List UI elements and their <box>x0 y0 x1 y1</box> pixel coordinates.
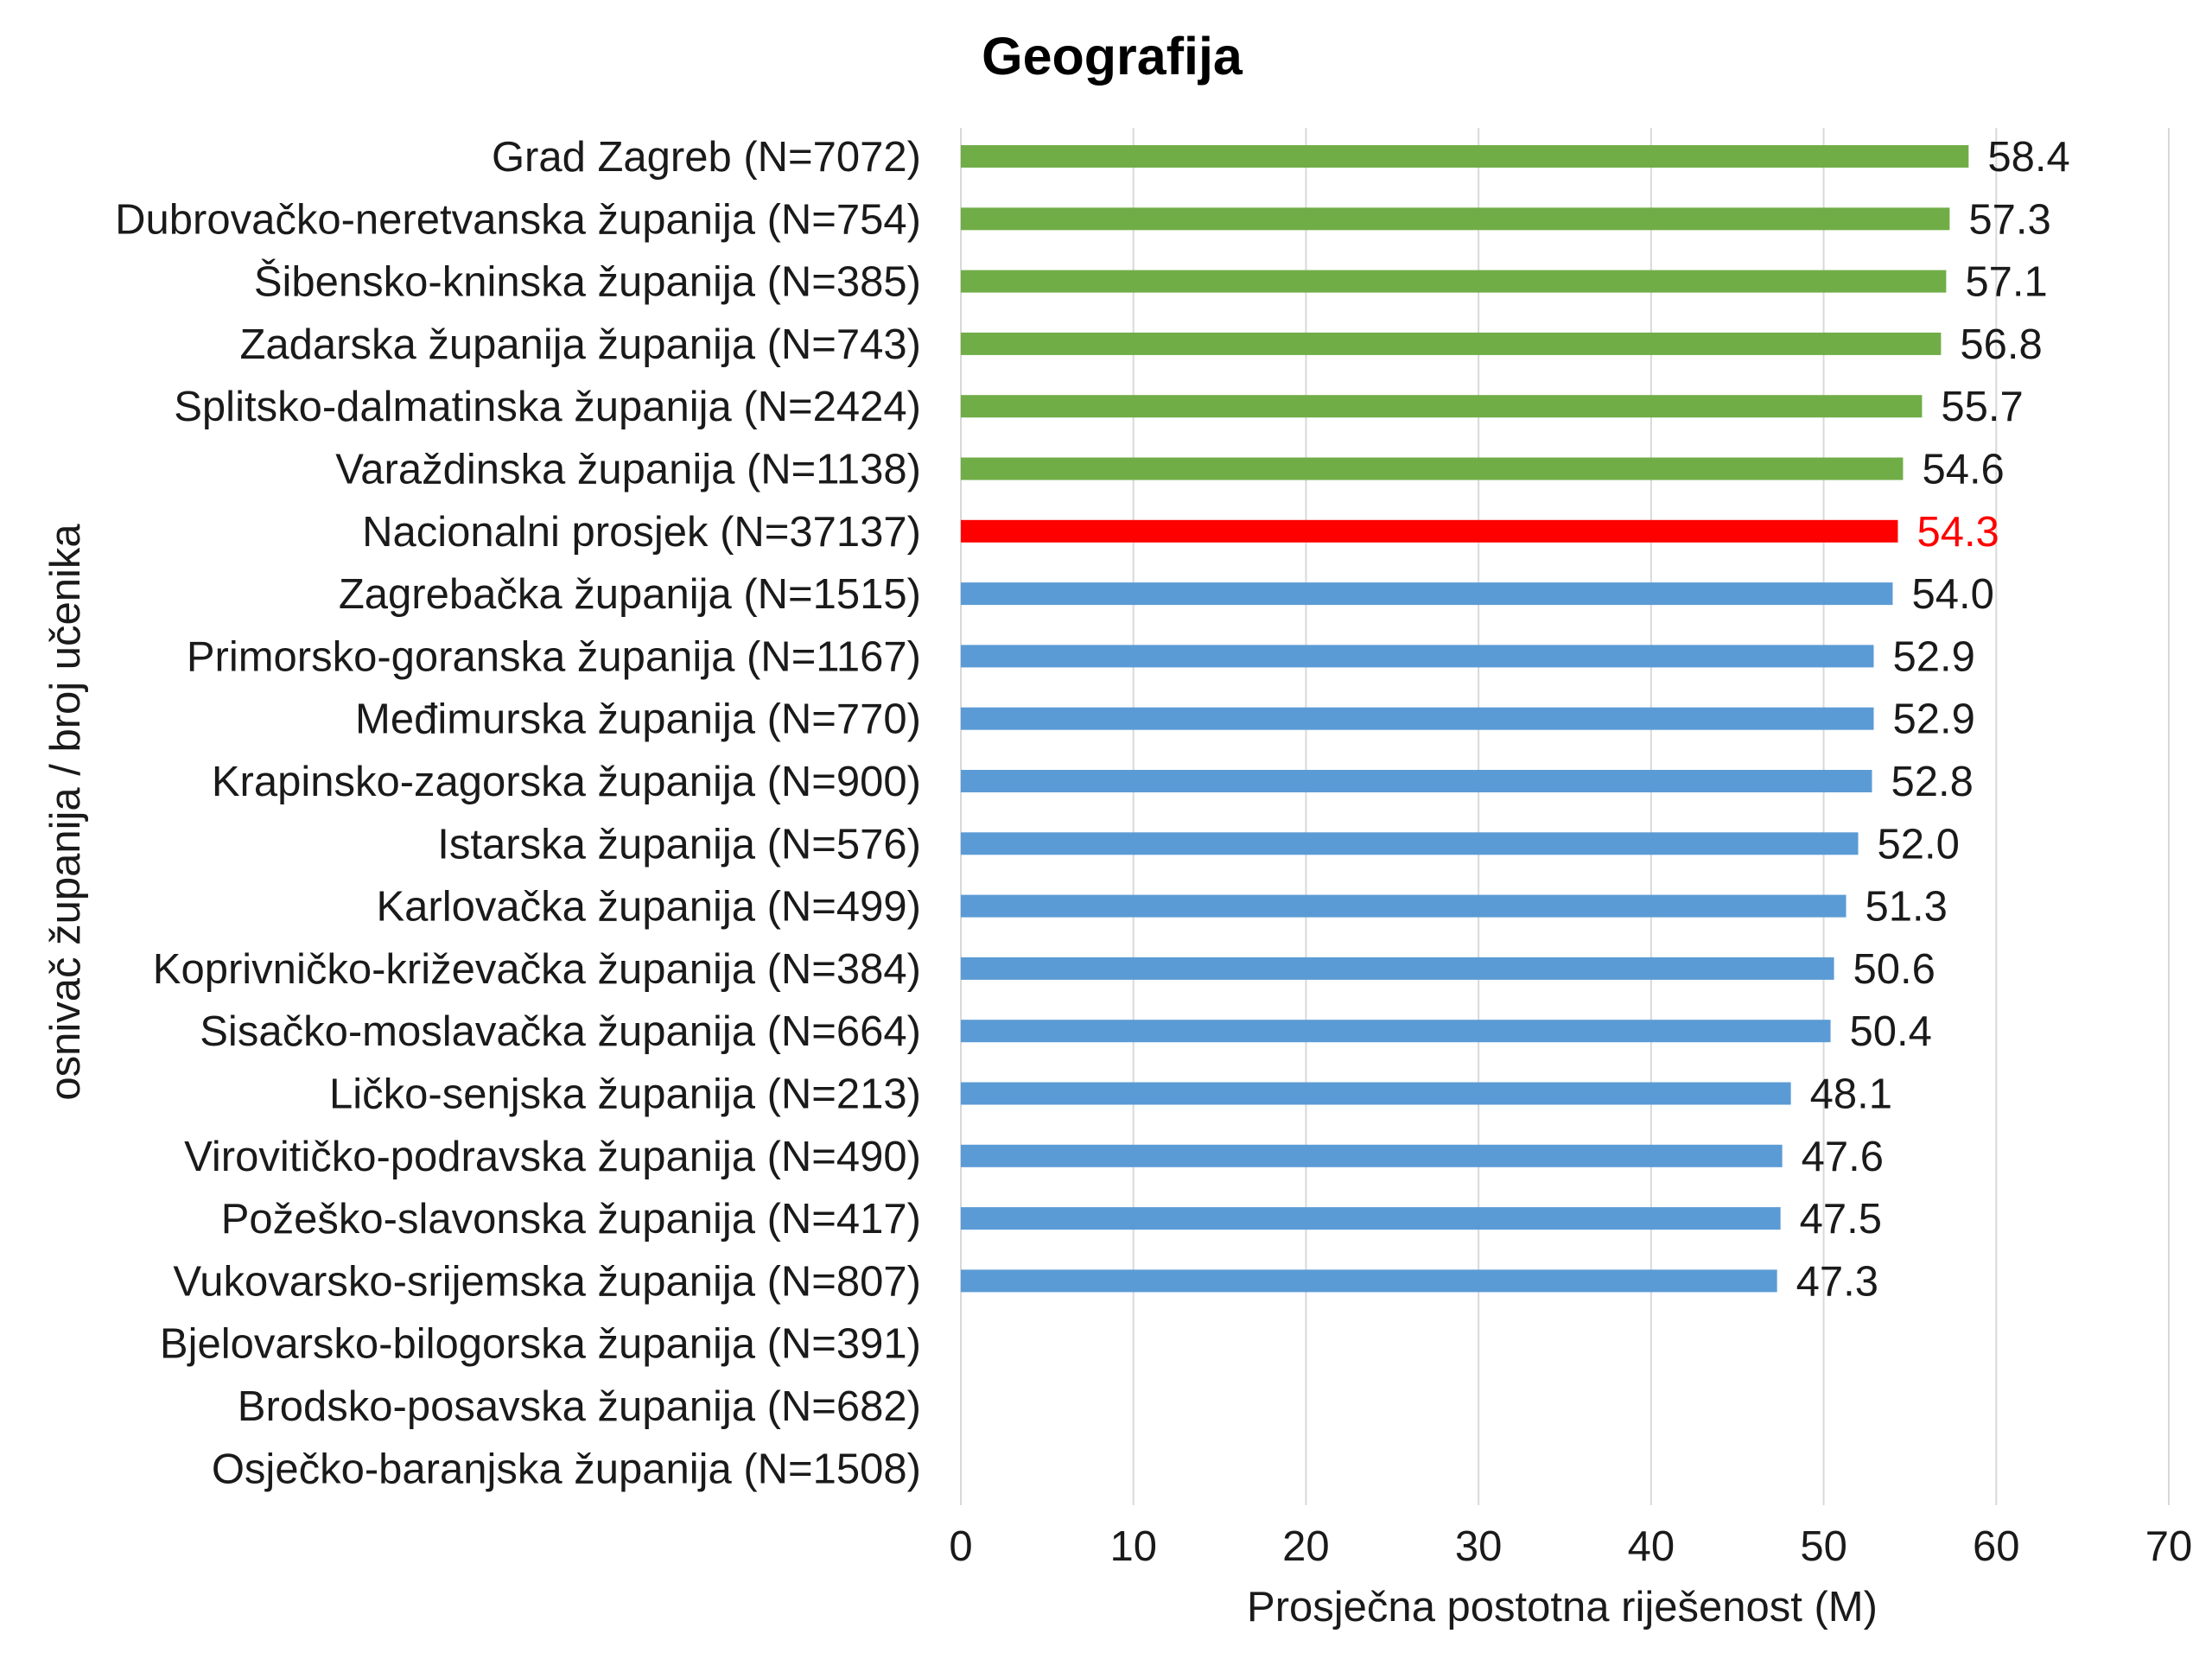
category-label: Primorsko-goranska županija (N=1167) <box>187 633 921 680</box>
category-label: Istarska županija (N=576) <box>437 821 921 868</box>
x-tick-label: 30 <box>1455 1523 1503 1570</box>
x-tick-label: 10 <box>1109 1523 1157 1570</box>
bar <box>961 332 1942 355</box>
value-label: 50.6 <box>1853 946 1936 993</box>
value-label: 47.5 <box>1800 1196 1882 1243</box>
bar <box>961 1144 1783 1167</box>
value-label: 47.3 <box>1796 1258 1878 1305</box>
category-label: Ličko-senjska županija (N=213) <box>329 1071 921 1118</box>
value-label: 52.8 <box>1891 759 1973 805</box>
bar <box>961 270 1947 293</box>
value-label: 51.3 <box>1866 884 1948 931</box>
category-label: Krapinsko-zagorska županija (N=900) <box>212 759 921 805</box>
bars <box>961 145 1969 1293</box>
category-label: Šibensko-kninska županija (N=385) <box>254 259 921 306</box>
bar <box>961 395 1923 418</box>
value-label: 52.9 <box>1892 696 1974 743</box>
bar <box>961 957 1834 980</box>
value-label: 50.4 <box>1850 1008 1932 1055</box>
x-tick-labels: 0 10 20 30 40 50 60 70 <box>949 1523 2192 1570</box>
category-label: Splitsko-dalmatinska županija (N=2424) <box>174 384 921 430</box>
category-label: Vukovarsko-srijemska županija (N=807) <box>173 1258 921 1305</box>
bar <box>961 207 1950 231</box>
bar-national-average <box>961 519 1898 543</box>
value-label: 52.0 <box>1878 821 1960 868</box>
category-label: Zagrebačka županija (N=1515) <box>339 571 921 618</box>
bar <box>961 770 1872 792</box>
category-label: Požeško-slavonska županija (N=417) <box>221 1196 921 1243</box>
category-label: Varaždinska županija (N=1138) <box>335 447 921 493</box>
category-label: Grad Zagreb (N=7072) <box>492 134 921 181</box>
category-label: Osječko-baranjska županija (N=1508) <box>212 1446 921 1492</box>
gridlines <box>960 128 2170 1505</box>
category-label: Koprivničko-križevačka županija (N=384) <box>153 946 921 993</box>
chart-title: Geografija <box>982 27 1243 86</box>
category-label: Bjelovarsko-bilogorska županija (N=391) <box>160 1321 921 1368</box>
x-axis-label: Prosječna postotna riješenost (M) <box>1247 1584 1878 1630</box>
category-label: Virovitičko-podravska županija (N=490) <box>184 1134 921 1180</box>
value-label: 57.1 <box>1965 259 2047 306</box>
bar <box>961 1020 1831 1043</box>
bar <box>961 645 1874 668</box>
value-label: 57.3 <box>1968 196 2050 243</box>
x-tick-label: 60 <box>1973 1523 2020 1570</box>
bar <box>961 1207 1781 1230</box>
x-tick-label: 70 <box>2145 1523 2193 1570</box>
value-label: 54.0 <box>1911 571 1993 618</box>
category-label: Zadarska županija županija (N=743) <box>239 321 921 368</box>
y-axis-label: osnivač županija / broj učenika <box>42 524 89 1101</box>
bar <box>961 707 1874 730</box>
category-label: Karlovačka županija (N=499) <box>376 884 921 931</box>
value-label: 56.8 <box>1960 321 2042 368</box>
x-tick-label: 50 <box>1800 1523 1847 1570</box>
category-label: Sisačko-moslavačka županija (N=664) <box>200 1008 921 1055</box>
value-label: 54.3 <box>1916 509 1999 556</box>
category-label: Brodsko-posavska županija (N=682) <box>238 1383 921 1430</box>
x-tick-label: 20 <box>1282 1523 1330 1570</box>
value-label: 55.7 <box>1941 384 2023 430</box>
bar <box>961 145 1969 168</box>
bar <box>961 1269 1777 1293</box>
bar <box>961 582 1893 606</box>
bar <box>961 894 1847 918</box>
x-tick-label: 40 <box>1628 1523 1675 1570</box>
bar <box>961 832 1859 855</box>
value-label: 58.4 <box>1987 134 2069 181</box>
bar <box>961 1082 1791 1105</box>
x-tick-label: 0 <box>949 1523 972 1570</box>
value-labels: 58.4 57.3 57.1 56.8 55.7 54.6 54.3 54.0 52.9 52.9… <box>1796 134 2070 1305</box>
category-label: Dubrovačko-neretvanska županija (N=754) <box>115 196 921 243</box>
bar <box>961 457 1904 480</box>
value-label: 52.9 <box>1892 633 1974 680</box>
category-label: Nacionalni prosjek (N=37137) <box>362 509 921 556</box>
category-label: Međimurska županija (N=770) <box>355 696 921 743</box>
category-labels: Grad Zagreb (N=7072) Dubrovačko-neretvans… <box>115 134 921 1492</box>
value-label: 48.1 <box>1810 1071 1892 1118</box>
value-label: 54.6 <box>1922 447 2004 493</box>
value-label: 47.6 <box>1802 1134 1884 1180</box>
